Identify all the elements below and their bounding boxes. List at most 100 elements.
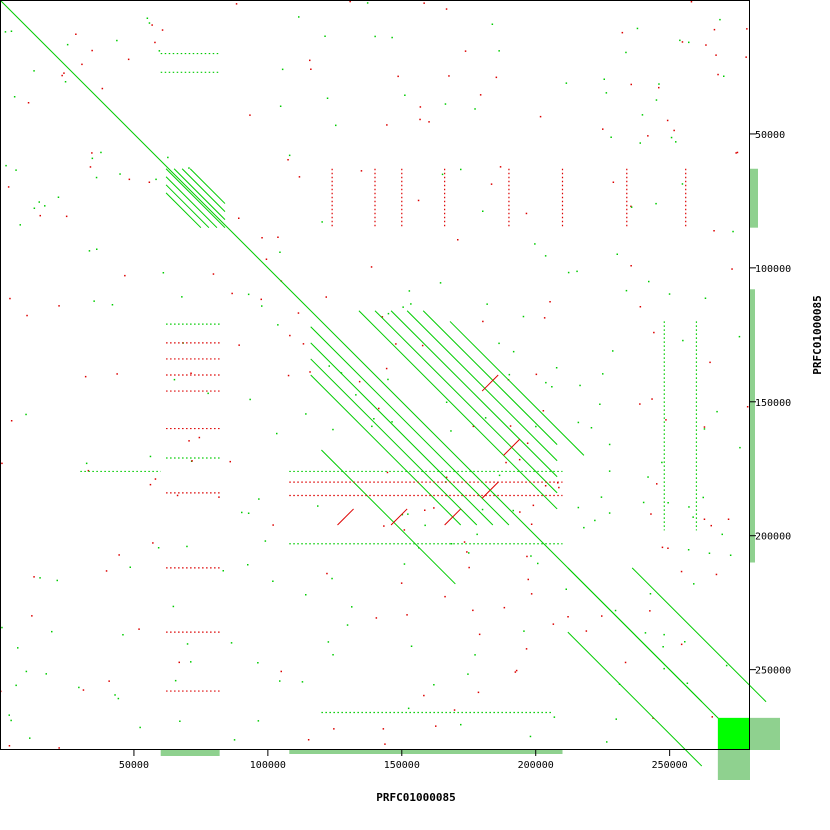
alignment-dot bbox=[29, 737, 31, 739]
alignment-dot bbox=[39, 577, 41, 579]
alignment-dot bbox=[713, 230, 715, 232]
alignment-dot bbox=[711, 716, 713, 718]
alignment-dot bbox=[335, 124, 337, 127]
alignment-dot bbox=[241, 511, 243, 514]
alignment-dot bbox=[349, 0, 351, 3]
alignment-dot bbox=[444, 595, 446, 598]
alignment-dot bbox=[735, 152, 737, 154]
alignment-dot bbox=[565, 588, 567, 590]
alignment-dot bbox=[355, 394, 357, 396]
alignment-dot bbox=[38, 201, 40, 203]
alignment-dot bbox=[731, 268, 733, 270]
alignment-dot bbox=[612, 181, 615, 183]
alignment-dot bbox=[373, 418, 375, 420]
alignment-dot bbox=[25, 413, 27, 416]
alignment-dot bbox=[222, 570, 224, 572]
alignment-dot bbox=[27, 102, 30, 104]
alignment-dot bbox=[688, 506, 690, 508]
alignment-dot bbox=[149, 483, 152, 486]
alignment-dot bbox=[19, 224, 21, 226]
alignment-dot bbox=[401, 513, 404, 516]
alignment-dot bbox=[118, 554, 120, 556]
alignment-dot bbox=[65, 215, 68, 218]
alignment-dot bbox=[26, 314, 28, 317]
forward-alignment-segment bbox=[310, 374, 462, 526]
alignment-dot bbox=[739, 446, 741, 449]
alignment-dot bbox=[238, 217, 240, 219]
alignment-dot bbox=[655, 202, 657, 205]
alignment-dot bbox=[332, 428, 334, 431]
y-tick-label: 150000 bbox=[755, 398, 791, 409]
alignment-dot bbox=[408, 290, 411, 292]
alignment-dot bbox=[682, 339, 684, 342]
alignment-dot bbox=[670, 136, 673, 139]
alignment-dot bbox=[15, 684, 17, 687]
forward-alignment-segment bbox=[310, 342, 494, 526]
alignment-dot bbox=[181, 296, 183, 298]
alignment-dot bbox=[247, 564, 249, 566]
alignment-dot bbox=[630, 265, 632, 267]
alignment-dot bbox=[515, 669, 518, 672]
alignment-dot bbox=[478, 633, 481, 636]
alignment-dot bbox=[410, 645, 413, 647]
forward-alignment-segment bbox=[165, 192, 202, 229]
alignment-dot bbox=[419, 106, 422, 108]
x-histogram-bar bbox=[160, 750, 220, 756]
alignment-dot bbox=[484, 417, 487, 419]
alignment-dot bbox=[218, 496, 220, 498]
alignment-dot bbox=[495, 76, 498, 79]
alignment-dot bbox=[486, 303, 488, 305]
alignment-dot bbox=[287, 159, 289, 161]
alignment-dot bbox=[503, 606, 506, 609]
alignment-dot bbox=[96, 248, 98, 250]
alignment-dot bbox=[257, 720, 260, 722]
alignment-dot bbox=[721, 533, 723, 536]
alignment-dot bbox=[258, 498, 260, 500]
alignment-dot bbox=[490, 183, 493, 185]
alignment-dot bbox=[523, 630, 525, 632]
alignment-dot bbox=[261, 305, 263, 307]
alignment-dot bbox=[639, 142, 641, 144]
alignment-dot bbox=[358, 380, 361, 383]
alignment-dot bbox=[423, 694, 425, 697]
alignment-dot bbox=[58, 305, 60, 307]
alignment-dot bbox=[651, 398, 653, 400]
alignment-dot bbox=[383, 525, 385, 527]
alignment-dot bbox=[518, 458, 521, 461]
alignment-dot bbox=[746, 406, 749, 408]
alignment-dot bbox=[530, 523, 533, 525]
alignment-dot bbox=[479, 94, 482, 96]
alignment-dot bbox=[417, 199, 420, 202]
forward-alignment-segment bbox=[422, 310, 558, 445]
alignment-dot bbox=[305, 413, 307, 415]
alignment-dot bbox=[281, 68, 284, 71]
alignment-dot bbox=[680, 570, 683, 573]
alignment-dot bbox=[157, 547, 160, 549]
alignment-dot bbox=[178, 661, 180, 664]
alignment-dot bbox=[371, 425, 373, 428]
x-tick-label: 100000 bbox=[250, 760, 286, 771]
alignment-dot bbox=[666, 119, 669, 122]
alignment-dot bbox=[279, 680, 281, 682]
alignment-dot bbox=[719, 18, 721, 21]
alignment-dot bbox=[186, 545, 188, 548]
alignment-dot bbox=[656, 483, 658, 485]
alignment-dot bbox=[481, 508, 484, 511]
alignment-dot bbox=[616, 253, 618, 255]
alignment-dot bbox=[539, 115, 542, 118]
alignment-dot bbox=[403, 529, 406, 531]
alignment-dot bbox=[212, 273, 215, 275]
alignment-dot bbox=[78, 686, 80, 689]
forward-alignment-segment bbox=[631, 567, 767, 703]
alignment-dot bbox=[535, 425, 537, 428]
alignment-dot bbox=[190, 661, 192, 663]
alignment-dot bbox=[324, 35, 326, 37]
alignment-dot bbox=[625, 51, 627, 54]
alignment-dot bbox=[381, 316, 384, 318]
alignment-dot bbox=[647, 135, 649, 137]
alignment-dot bbox=[279, 105, 282, 107]
alignment-dot bbox=[693, 583, 695, 585]
alignment-dot bbox=[397, 75, 399, 78]
reverse-alignment-segment bbox=[390, 508, 408, 526]
alignment-dot bbox=[122, 634, 124, 636]
